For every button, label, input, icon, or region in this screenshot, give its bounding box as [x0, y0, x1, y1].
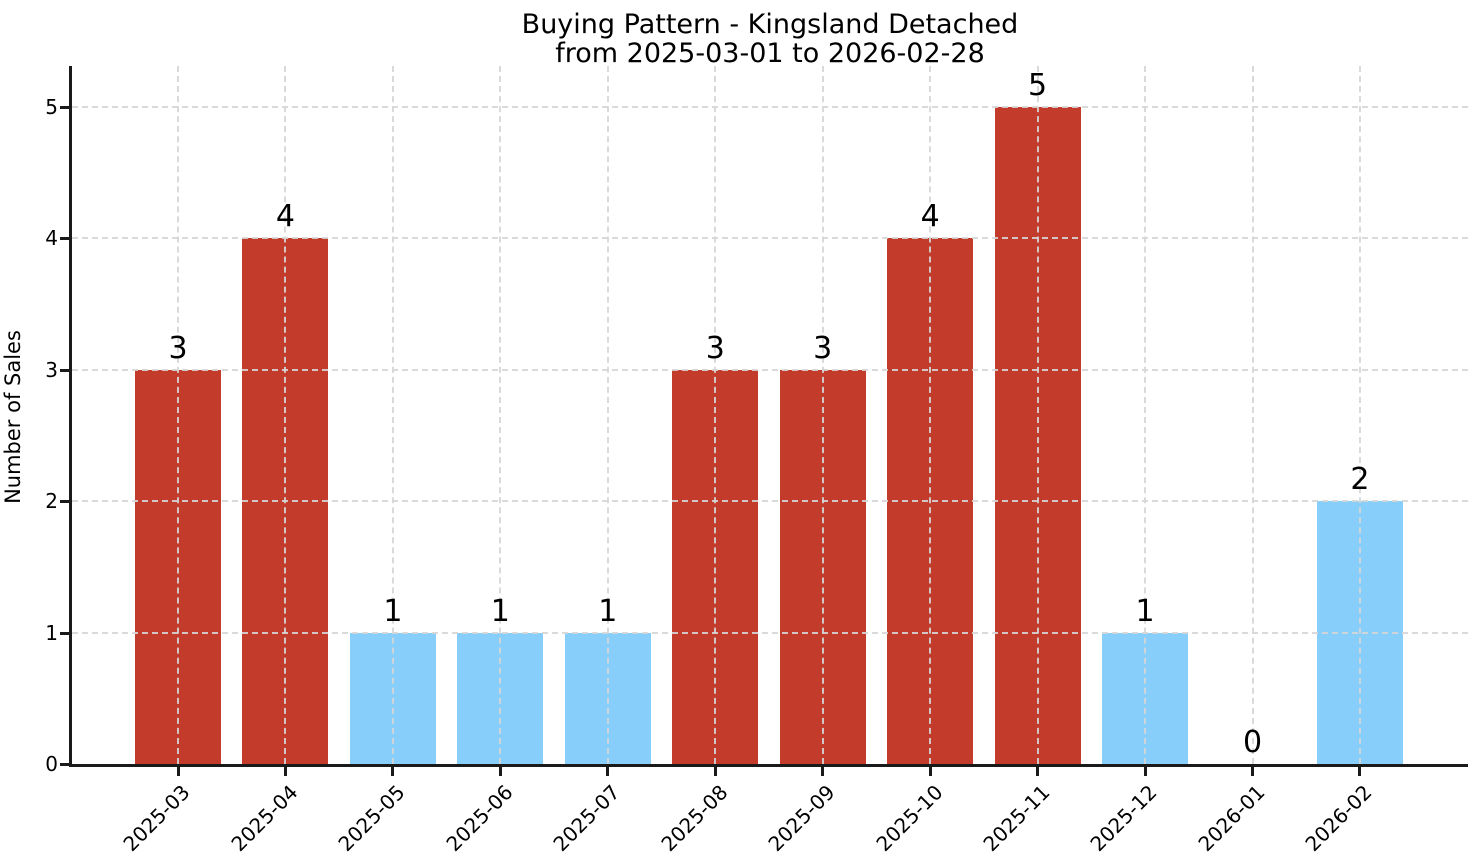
- bar-value-label: 3: [705, 331, 725, 366]
- x-tick: [606, 767, 610, 776]
- y-tick: [60, 236, 69, 240]
- x-tick-label-text: 2025-03: [118, 780, 195, 857]
- x-tick-label-text: 2025-12: [1085, 780, 1163, 857]
- x-tick: [713, 767, 717, 776]
- x-tick: [928, 767, 932, 776]
- bar-value-label: 5: [1028, 68, 1048, 103]
- y-tick-label: 4: [45, 226, 58, 250]
- gridline-horizontal: [72, 106, 1468, 108]
- gridline-vertical: [714, 66, 717, 764]
- x-tick-label-text: 2025-04: [226, 780, 303, 857]
- x-tick: [1251, 767, 1254, 776]
- x-axis-line: [69, 764, 1468, 767]
- x-tick: [176, 767, 180, 776]
- bar-value-label: 3: [168, 331, 188, 366]
- x-tick: [1036, 767, 1040, 776]
- x-tick: [283, 767, 287, 776]
- gridline-vertical: [391, 66, 394, 764]
- gridline-vertical: [1251, 66, 1254, 764]
- gridline-horizontal: [72, 237, 1468, 239]
- y-tick: [60, 499, 69, 503]
- y-tick: [60, 762, 69, 766]
- y-tick-label: 5: [45, 95, 58, 119]
- x-tick: [1358, 767, 1362, 776]
- gridline-vertical: [1036, 66, 1039, 764]
- bar-value-label: 1: [490, 594, 510, 629]
- x-tick-label-text: 2026-01: [1193, 780, 1270, 857]
- bar-value-label: 3: [813, 331, 833, 366]
- bar-value-label: 1: [383, 594, 403, 629]
- chart-title-block: Buying Pattern - Kingsland Detached from…: [72, 10, 1468, 68]
- gridline-horizontal: [72, 632, 1468, 634]
- gridline-horizontal: [72, 500, 1468, 502]
- y-tick: [60, 105, 69, 109]
- y-tick-label: 0: [45, 752, 58, 776]
- gridline-vertical: [177, 66, 179, 764]
- x-tick: [1143, 767, 1147, 776]
- y-axis-line: [69, 66, 72, 767]
- x-tick: [498, 767, 502, 776]
- gridline-vertical: [1144, 66, 1147, 764]
- bar-value-label: 0: [1242, 725, 1263, 760]
- x-tick: [391, 767, 395, 776]
- x-tick-label-text: 2025-05: [333, 780, 410, 857]
- gridline-vertical: [1358, 66, 1361, 764]
- gridline-vertical: [499, 66, 502, 764]
- y-tick-label: 2: [45, 489, 58, 513]
- x-tick-label-text: 2025-10: [871, 780, 948, 857]
- bar-value-label: 4: [275, 199, 295, 234]
- gridline-vertical: [284, 66, 287, 764]
- gridline-horizontal: [72, 369, 1468, 371]
- plot-area: 3 4 1 1 1 3 3 4 5 1 0 2 0 1 2 3 4 5 2025-03 2025-04 2025-05 2…: [45, 66, 1468, 856]
- gridline-vertical: [606, 66, 609, 764]
- x-tick: [821, 767, 825, 776]
- x-tick-label-text: 2025-09: [763, 780, 840, 857]
- y-tick: [60, 368, 69, 372]
- y-tick: [60, 631, 69, 635]
- chart-subtitle: from 2025-03-01 to 2026-02-28: [555, 38, 985, 69]
- x-tick-label-text: 2025-11: [978, 780, 1055, 857]
- bar-value-label: 1: [1135, 594, 1155, 629]
- gridline-vertical: [821, 66, 824, 764]
- x-tick-label-text: 2025-08: [656, 780, 733, 857]
- x-tick-label-text: 2025-06: [441, 780, 518, 857]
- x-tick-label-text: 2026-02: [1300, 780, 1377, 857]
- bar-value-label: 2: [1350, 462, 1370, 497]
- x-tick-label-text: 2025-07: [548, 780, 625, 857]
- gridline-vertical: [929, 66, 932, 764]
- y-tick-label: 3: [45, 358, 58, 382]
- bar-value-label: 1: [598, 594, 618, 629]
- chart-title: Buying Pattern - Kingsland Detached: [521, 9, 1019, 40]
- y-tick-label: 1: [45, 621, 58, 645]
- bar-value-label: 4: [920, 199, 940, 234]
